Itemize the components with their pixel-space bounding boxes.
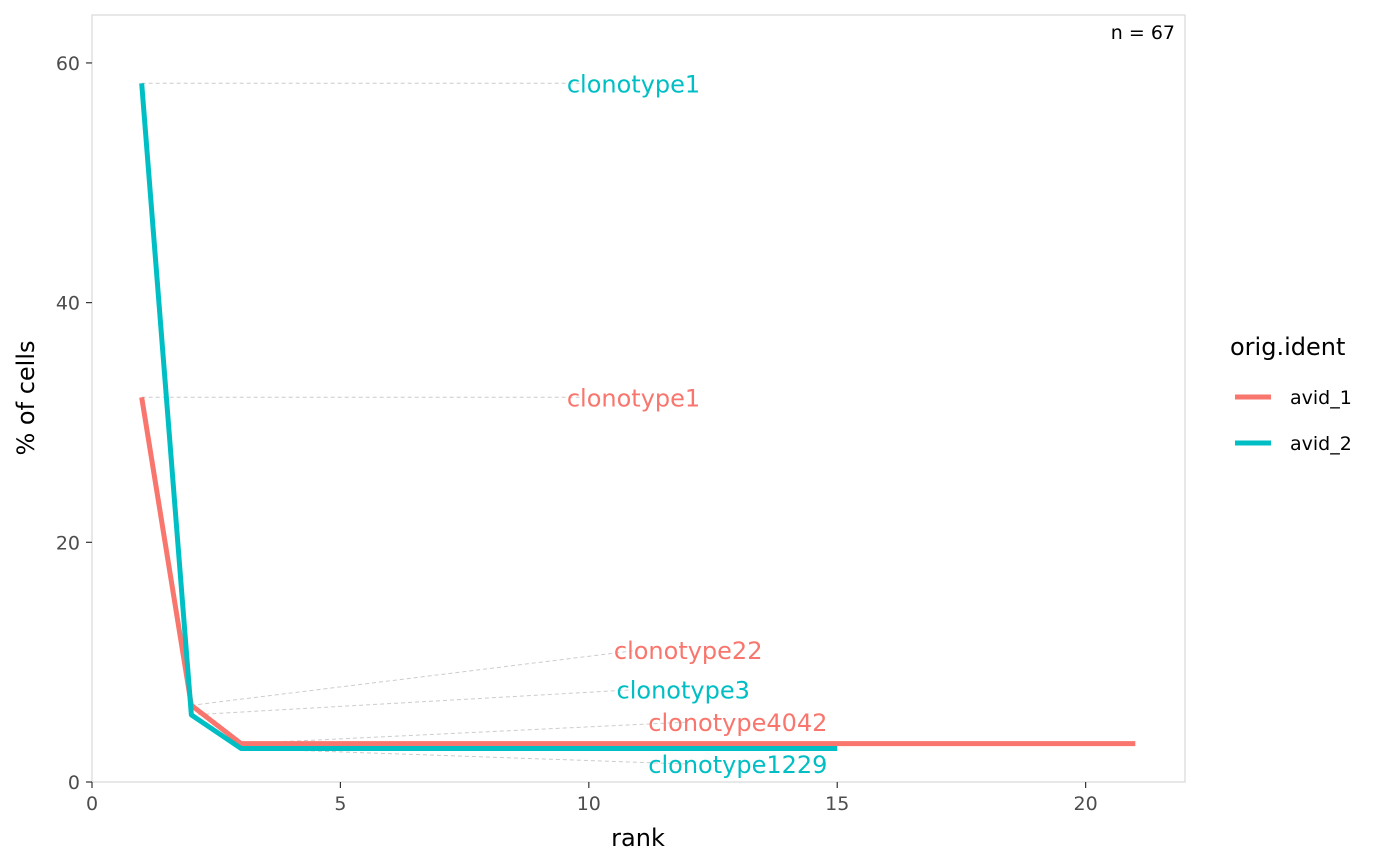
- point-label: clonotype3: [617, 677, 750, 705]
- point-label: clonotype1229: [648, 751, 827, 779]
- legend-label-avid_2: avid_2: [1290, 433, 1352, 455]
- label-connectors: [141, 82, 688, 765]
- x-tick-label: 5: [334, 793, 346, 815]
- y-tick-label: 40: [56, 293, 80, 315]
- series-lines: [139, 83, 1136, 751]
- y-tick-label: 0: [68, 772, 80, 794]
- point-labels: clonotype1 clonotype1 clonotype22 clonotype…: [567, 70, 828, 779]
- x-axis-title: rank: [611, 824, 665, 852]
- x-axis: 0 5 10 15 20: [86, 782, 1098, 815]
- label-connector: [191, 649, 639, 706]
- y-tick-label: 60: [56, 53, 80, 75]
- x-tick-label: 20: [1074, 793, 1098, 815]
- y-tick-label: 20: [56, 532, 80, 554]
- sample-size-annotation: n = 67: [1111, 22, 1175, 44]
- x-tick-label: 10: [577, 793, 601, 815]
- legend-label-avid_1: avid_1: [1290, 387, 1352, 409]
- x-tick-label: 15: [825, 793, 849, 815]
- y-axis: 0 20 40 60: [56, 53, 92, 794]
- legend: orig.ident avid_1 avid_2: [1230, 333, 1352, 455]
- point-label: clonotype4042: [648, 709, 827, 737]
- point-label: clonotype1: [567, 384, 700, 412]
- label-connector: [241, 721, 688, 745]
- label-connector: [241, 747, 688, 765]
- point-label: clonotype1: [567, 70, 700, 98]
- legend-title: orig.ident: [1230, 333, 1345, 361]
- series-line-avid_1: [139, 396, 1136, 747]
- label-connector: [191, 689, 634, 716]
- plot-panel: [91, 14, 1186, 783]
- y-axis-title: % of cells: [12, 341, 40, 456]
- x-tick-label: 0: [86, 793, 98, 815]
- point-label: clonotype22: [614, 637, 763, 665]
- series-line-avid_2: [139, 83, 838, 751]
